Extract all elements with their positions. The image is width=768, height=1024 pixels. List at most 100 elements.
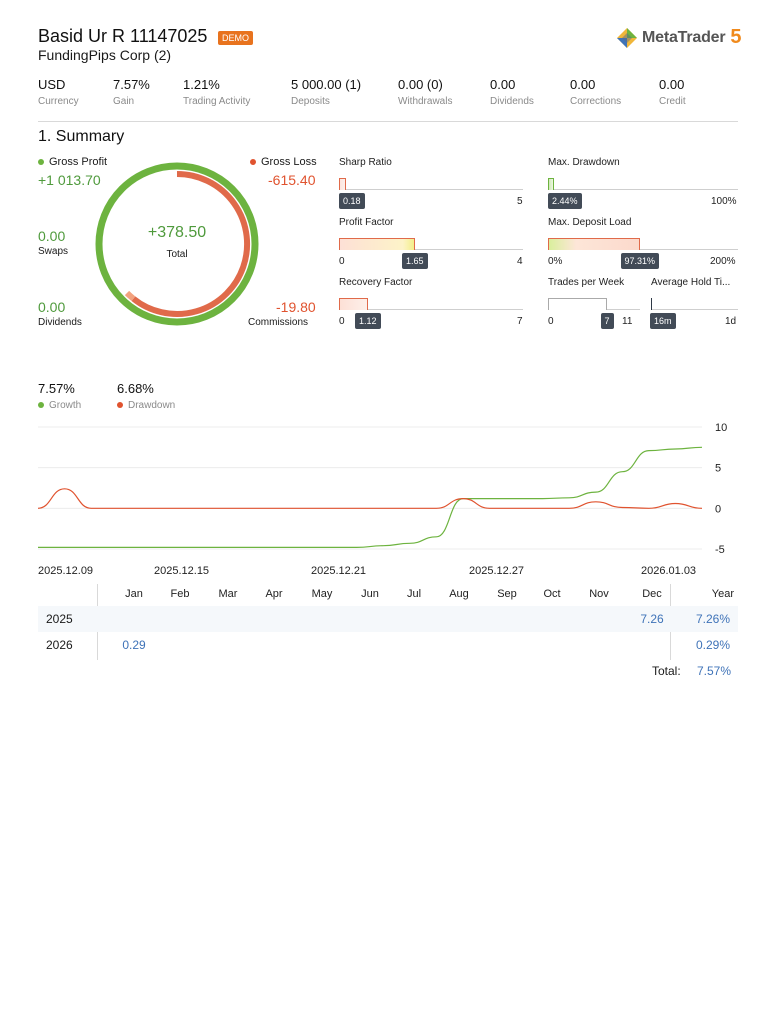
profit-ring	[95, 162, 259, 326]
month-header-may: May	[311, 588, 333, 600]
max-drawdown-track	[548, 189, 738, 190]
deposit-load-max: 200%	[710, 256, 736, 267]
sharp-ratio-max: 5	[517, 196, 523, 207]
deposit-load-fill	[548, 238, 640, 250]
month-header-jan: Jan	[125, 588, 143, 600]
month-cell[interactable]: 7.26	[640, 612, 664, 626]
profit-factor-track	[339, 249, 523, 250]
month-header-aug: Aug	[449, 588, 469, 600]
demo-badge: DEMO	[218, 31, 253, 45]
recovery-factor-track	[339, 309, 523, 310]
month-header-apr: Apr	[265, 588, 283, 600]
sharp-ratio-track	[339, 189, 523, 190]
trades-per-week-max: 11	[622, 316, 633, 327]
drawdown-value: 6.68%	[117, 381, 154, 396]
gross-loss-value: -615.40	[268, 172, 316, 188]
table-row-2025	[38, 606, 738, 632]
stat-trading-activity: 1.21% Trading Activity	[183, 77, 251, 107]
gross-loss-label: Gross Loss	[250, 156, 317, 168]
total-label: Total	[166, 249, 188, 260]
swaps-label: Swaps	[38, 246, 69, 257]
recovery-factor-title: Recovery Factor	[339, 277, 413, 288]
swaps-value: 0.00	[38, 228, 66, 244]
y-tick-label: -5	[715, 544, 725, 556]
deposit-load-title: Max. Deposit Load	[548, 217, 632, 228]
stat-corrections: 0.00 Corrections	[570, 77, 622, 107]
recovery-factor-fill	[339, 298, 368, 310]
commission-arc	[124, 290, 136, 302]
profit-factor-value: 1.65	[402, 253, 428, 269]
profit-factor-fill	[339, 238, 415, 250]
trades-per-week-title: Trades per Week	[548, 277, 625, 288]
growth-chart: 10 5 0 -5 2025.12.09 2025.12.15 2025.12.21 2025…	[37, 422, 727, 577]
growth-line	[38, 446, 703, 548]
total-value: 7.57%	[697, 664, 732, 678]
summary-donut	[95, 162, 259, 326]
sharp-ratio-title: Sharp Ratio	[339, 157, 392, 168]
x-tick-label: 2025.12.27	[469, 565, 524, 577]
trades-per-week-min: 0	[548, 316, 554, 327]
profit-factor-min: 0	[339, 256, 345, 267]
profit-factor-title: Profit Factor	[339, 217, 394, 228]
metatrader-logo-icon	[617, 27, 637, 48]
year-header: Year	[711, 588, 734, 600]
broker-name: FundingPips Corp (2)	[38, 47, 172, 63]
max-drawdown-title: Max. Drawdown	[548, 157, 620, 168]
total-value: +378.50	[147, 224, 207, 241]
month-cell[interactable]: 0.29	[122, 638, 146, 652]
dividends-label: Dividends	[38, 317, 82, 328]
month-header-jun: Jun	[361, 588, 379, 600]
recovery-factor-value: 1.12	[355, 313, 381, 329]
month-header-mar: Mar	[218, 588, 238, 600]
stat-credit: 0.00 Credit	[659, 77, 686, 107]
y-tick-label: 10	[715, 422, 727, 434]
metatrader-logo: MetaTrader 5	[616, 26, 742, 49]
year-total: 0.29%	[695, 638, 730, 652]
average-hold-time-max: 1d	[725, 316, 737, 327]
row-year: 2026	[46, 638, 73, 652]
drawdown-line	[37, 488, 703, 509]
x-tick-label: 2025.12.09	[38, 565, 93, 577]
trades-per-week-value: 7	[600, 313, 614, 329]
month-header-sep: Sep	[497, 588, 517, 600]
account-title: Basid Ur R 11147025	[38, 26, 208, 46]
y-tick-label: 0	[715, 503, 721, 515]
average-hold-time-value: 16m	[650, 313, 676, 329]
month-header-jul: Jul	[406, 588, 422, 600]
drawdown-legend: 6.68% Drawdown	[117, 381, 175, 411]
stat-deposits: 5 000.00 (1) Deposits	[291, 77, 362, 107]
stat-currency: USD Currency	[38, 77, 79, 107]
x-tick-label: 2025.12.15	[154, 565, 209, 577]
y-tick-label: 5	[715, 463, 721, 475]
monthly-table: Jan Feb Mar Apr May Jun Jul Aug Sep Oct Nov Dec Yea…	[38, 584, 738, 678]
sharp-ratio-fill	[339, 178, 346, 190]
average-hold-time-track	[651, 309, 738, 310]
logo-number: 5	[730, 26, 742, 48]
month-header-dec: Dec	[642, 588, 662, 600]
stat-gain: 7.57% Gain	[113, 77, 150, 107]
trades-per-week-fill	[548, 298, 607, 310]
stat-dividends: 0.00 Dividends	[490, 77, 534, 107]
month-header-nov: Nov	[589, 588, 609, 600]
x-tick-label: 2026.01.03	[641, 565, 696, 577]
x-tick-label: 2025.12.21	[311, 565, 366, 577]
deposit-load-track	[548, 249, 738, 250]
profit-factor-max: 4	[517, 256, 523, 267]
drawdown-label: Drawdown	[128, 400, 176, 411]
loss-arc	[131, 171, 251, 317]
recovery-factor-min: 0	[339, 316, 345, 327]
max-drawdown-value: 2.44%	[548, 193, 582, 209]
logo-text: MetaTrader	[642, 28, 726, 46]
sharp-ratio-value: 0.18	[339, 193, 365, 209]
commissions-label: Commissions	[248, 317, 309, 328]
total-label: Total:	[652, 664, 681, 678]
growth-label: Growth	[49, 400, 82, 411]
max-drawdown-max: 100%	[711, 196, 737, 207]
recovery-factor-max: 7	[517, 316, 523, 327]
row-year: 2025	[46, 612, 73, 626]
dividends-value: 0.00	[38, 299, 66, 315]
gross-profit-value: +1 013.70	[38, 172, 101, 188]
max-drawdown-fill	[548, 178, 554, 190]
month-header-oct: Oct	[543, 588, 561, 600]
average-hold-time-marker	[651, 298, 652, 310]
